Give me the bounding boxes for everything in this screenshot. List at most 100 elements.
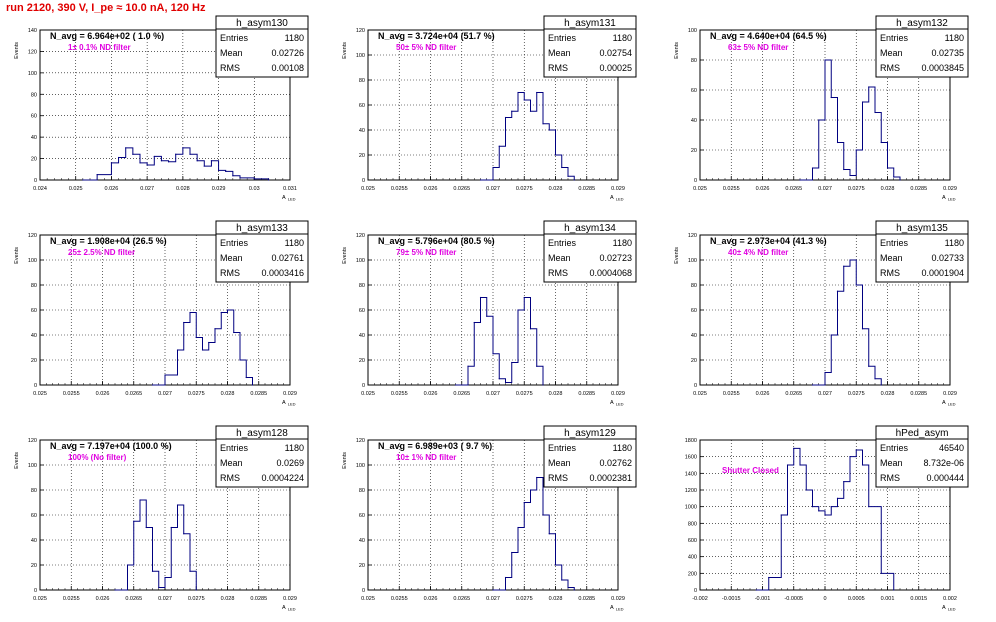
stats-label: Mean [220, 253, 243, 263]
histogram-bin [824, 59, 826, 61]
y-tick-label: 60 [359, 308, 365, 314]
histogram-bin [768, 576, 770, 579]
histogram-bin [542, 123, 544, 125]
histogram-bin [830, 334, 832, 336]
stats-value: 0.02754 [599, 48, 632, 58]
filter-annotation: 63± 5% ND filter [728, 43, 788, 52]
x-tick-label: 0.026 [105, 186, 119, 192]
histogram-bin [473, 321, 475, 324]
x-tick-label: 0.0265 [125, 391, 142, 397]
histogram-bin [855, 449, 857, 451]
stats-value: 1180 [285, 238, 304, 248]
histogram-bin [830, 506, 832, 508]
y-tick-label: 80 [359, 78, 365, 84]
x-tick-label: 0.026 [424, 391, 438, 397]
histogram-bin [855, 284, 857, 286]
y-tick-label: 40 [359, 333, 365, 339]
y-tick-label: 400 [688, 555, 697, 561]
stats-box [875, 425, 969, 488]
stats-value: 0.02762 [599, 458, 632, 468]
stats-value: 0.00108 [271, 63, 304, 73]
stats-value: 0.0269 [276, 458, 304, 468]
x-tick-label: 0.0265 [785, 391, 802, 397]
x-tick-label: 0.029 [943, 391, 957, 397]
histogram-bin [548, 129, 550, 131]
y-axis-label: Events [14, 42, 20, 59]
stats-value: 0.0003416 [261, 268, 304, 278]
histogram-bin [170, 526, 172, 529]
stats-value: 0.0004068 [589, 268, 632, 278]
histogram-bin [182, 147, 184, 149]
x-axis-label: A LED [282, 195, 296, 202]
y-tick-label: 120 [28, 438, 37, 444]
histogram-bin [573, 589, 575, 591]
x-tick-label: -0.002 [692, 596, 708, 602]
histogram-bin [160, 160, 163, 162]
filter-annotation: 1± 0.1% ND filter [68, 43, 131, 52]
histogram-bin [899, 179, 901, 181]
x-tick-label: 0.0285 [910, 391, 927, 397]
x-tick-label: 0.027 [158, 596, 172, 602]
histogram-bin [554, 564, 557, 566]
y-tick-label: 200 [688, 571, 697, 577]
histogram-name: h_asym128 [236, 428, 288, 439]
y-tick-label: 1400 [685, 471, 697, 477]
histogram-bin [253, 178, 255, 180]
stats-box [543, 425, 637, 488]
stats-label: RMS [220, 268, 240, 278]
histogram-bin [511, 110, 513, 112]
histogram-name: h_asym129 [564, 428, 616, 439]
x-tick-label: 0.024 [33, 186, 47, 192]
histogram-bin [151, 570, 154, 572]
histogram-bin [529, 110, 532, 112]
histogram-bin [498, 378, 500, 380]
x-tick-label: 0.0255 [723, 186, 740, 192]
histogram-bin [561, 166, 563, 169]
stats-label: Mean [880, 253, 903, 263]
y-tick-label: 0 [362, 383, 365, 389]
x-tick-label: 0.025 [33, 596, 47, 602]
histogram-bin [561, 579, 563, 581]
histogram-bin [189, 153, 191, 155]
stats-label: Entries [880, 238, 909, 248]
stats-label: RMS [548, 268, 568, 278]
x-tick-label: 0.0255 [63, 596, 80, 602]
panel-header: N_avg = 6.989e+03 ( 9.7 %) [378, 441, 492, 451]
histogram-bin [849, 259, 851, 261]
y-tick-label: 100 [356, 53, 365, 59]
histogram-bin [830, 96, 832, 99]
histogram-bin [542, 384, 544, 386]
histogram-bin [818, 510, 820, 512]
filter-annotation: 100% (No filter) [68, 453, 127, 462]
y-tick-label: 60 [359, 513, 365, 519]
histogram-bin [164, 576, 166, 579]
y-tick-label: 120 [356, 233, 365, 239]
x-tick-label: 0.026 [96, 596, 110, 602]
histogram-bin [239, 359, 241, 361]
stats-label: Mean [548, 253, 571, 263]
x-tick-label: 0.0285 [578, 391, 595, 397]
stats-value: 0.02733 [931, 253, 964, 263]
stats-value: 1180 [285, 33, 304, 43]
histogram-bin [467, 365, 469, 367]
histogram-curve [800, 59, 901, 181]
histogram-bin [517, 309, 519, 311]
y-tick-label: 1000 [685, 505, 697, 511]
x-tick-label: 0.0285 [578, 596, 595, 602]
histogram-bin [861, 101, 864, 103]
histogram-bin [492, 166, 494, 169]
histogram-bin [511, 361, 513, 364]
y-tick-label: 20 [359, 358, 365, 364]
filter-annotation: 40± 4% ND filter [728, 248, 788, 257]
y-tick-label: 40 [691, 118, 697, 124]
stats-value: 1180 [613, 33, 632, 43]
histogram-bin [880, 384, 882, 386]
stats-value: 0.0001904 [921, 268, 964, 278]
histogram-bin [573, 179, 575, 181]
histogram-bin [567, 586, 569, 589]
y-tick-label: 60 [691, 308, 697, 314]
histogram-bin [504, 576, 507, 579]
y-tick-label: 0 [362, 178, 365, 184]
histogram-bin [517, 91, 519, 94]
stats-value: 0.0002381 [589, 473, 632, 483]
